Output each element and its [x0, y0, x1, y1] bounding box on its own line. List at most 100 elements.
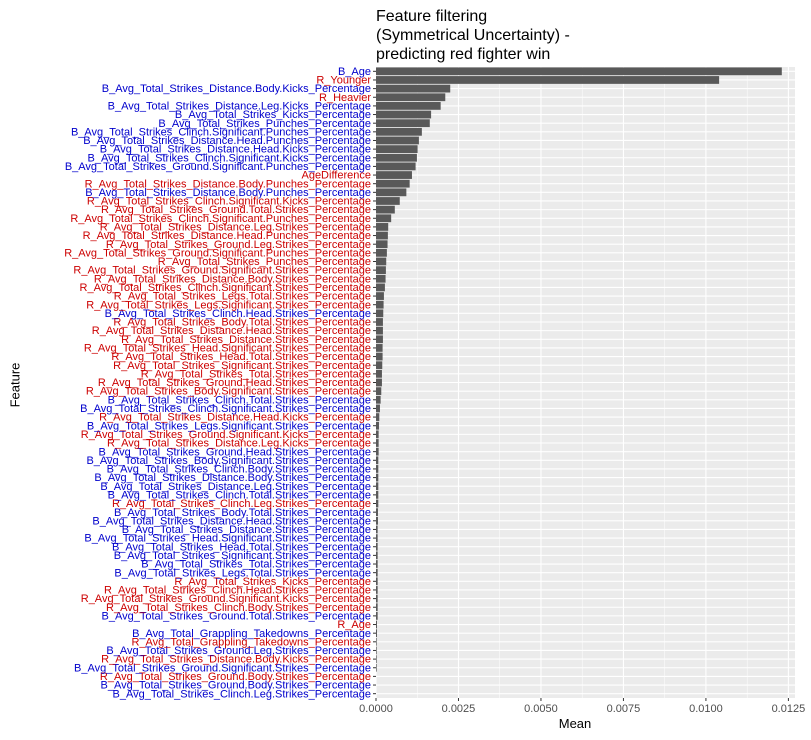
bar	[376, 361, 383, 370]
y-tick-label: R_Avg_Total_Grappling_Takedowns_Percenta…	[131, 636, 371, 648]
y-tick-label: R_Avg_Total_Strikes_Ground.Head.Strikes_…	[98, 377, 371, 389]
bar	[376, 447, 379, 456]
y-tick-label: B_Avg_Total_Strikes_Distance.Strikes_Per…	[122, 524, 371, 536]
y-tick-label: R_Avg_Total_Strikes_Punches_Percentage	[158, 256, 371, 268]
y-tick-label: R_Avg_Total_Strikes_Head.Total.Strikes_P…	[111, 351, 371, 363]
bar	[376, 413, 380, 421]
bar	[376, 171, 412, 179]
y-tick-label: R_Avg_Total_Strikes_Distance.Leg.Kicks_P…	[107, 438, 371, 450]
bar	[376, 214, 392, 223]
y-tick-label: B_Avg_Total_Strikes_Legs.Total.Strikes_P…	[114, 567, 371, 579]
y-tick-label: R_Avg_Total_Strikes_Clinch.Head.Strikes_…	[104, 585, 371, 597]
x-axis-label: Mean	[558, 716, 592, 731]
y-tick-label: R_Age	[337, 619, 371, 631]
y-tick-label: B_Avg_Total_Strikes_Body.Total.Strikes_P…	[114, 507, 371, 519]
bar	[376, 611, 378, 620]
bar	[376, 266, 386, 275]
bar	[376, 456, 379, 465]
bar	[376, 84, 451, 93]
y-tick-label: R_Avg_Total_Strikes_Distance.Strikes_Per…	[121, 334, 371, 346]
bar	[376, 508, 378, 517]
x-tick-label: 0.0000	[359, 703, 393, 715]
bar	[376, 335, 383, 344]
y-tick-label: R_Avg_Total_Strikes_Clinch.Significant.P…	[70, 213, 371, 225]
bar	[376, 629, 377, 638]
x-tick-label: 0.0075	[607, 703, 641, 715]
bar	[376, 318, 383, 326]
bar	[376, 257, 387, 266]
y-tick-label: B_Avg_Total_Strikes_Clinch.Head.Strikes_…	[105, 308, 371, 320]
y-tick-label: B_Avg_Total_Strikes_Kicks_Percentage	[175, 109, 371, 121]
bar	[376, 352, 383, 361]
bar	[376, 655, 377, 663]
y-tick-label: B_Avg_Total_Strikes_Ground.Significant.P…	[65, 161, 371, 173]
y-tick-label: B_Avg_Total_Strikes_Distance.Body.Punche…	[85, 187, 371, 199]
y-tick-label: R_Avg_Total_Strikes_Distance.Body.Kicks_…	[101, 654, 371, 666]
y-tick-label: B_Avg_Total_Strikes_Ground.Leg.Strikes_P…	[106, 645, 371, 657]
x-tick-label: 0.0050	[524, 703, 558, 715]
bar	[376, 153, 417, 162]
y-tick-label: R_Avg_Total_Strikes_Distance.Head.Punche…	[83, 230, 371, 242]
y-tick-label: R_Younger	[316, 75, 371, 87]
y-tick-label: B_Avg_Total_Strikes_Significant.Strikes_…	[114, 550, 371, 562]
y-tick-label: B_Avg_Total_Strikes_Distance.Body.Strike…	[94, 472, 371, 484]
bar	[376, 387, 382, 396]
y-tick-label: B_Avg_Total_Strikes_Clinch.Total.Strikes…	[108, 489, 371, 501]
bar	[376, 499, 379, 508]
chart-title-line-1: Feature filtering	[376, 8, 488, 25]
bar	[376, 205, 395, 214]
y-tick-label: B_Avg_Total_Strikes_Ground.Total.Strikes…	[102, 610, 371, 622]
y-tick-label: B_Avg_Total_Strikes_Legs.Significant.Str…	[87, 420, 371, 432]
x-tick-label: 0.0025	[442, 703, 476, 715]
y-tick-label: R_Avg_Total_Strikes_Clinch.Significant.S…	[80, 282, 371, 294]
y-tick-label: R_Heavier	[319, 92, 371, 104]
y-tick-label: B_Avg_Total_Strikes_Ground.Head.Strikes_…	[98, 446, 371, 458]
bar	[376, 162, 416, 171]
y-tick-label: R_Avg_Total_Strikes_Distance.Head.Strike…	[92, 325, 371, 337]
y-tick-label: B_Avg_Total_Strikes_Distance.Head.Kicks_…	[100, 144, 371, 156]
bar	[376, 542, 378, 551]
bar	[376, 67, 782, 76]
bar	[376, 136, 419, 145]
bar	[376, 568, 378, 577]
bar	[376, 430, 379, 439]
bar	[376, 534, 378, 542]
y-tick-label: R_Avg_Total_Strikes_Ground.Leg.Strikes_P…	[106, 239, 371, 251]
y-tick-label: R_Avg_Total_Strikes_Body.Total.Strikes_P…	[113, 317, 371, 329]
bar	[376, 223, 389, 231]
bar	[376, 344, 383, 352]
bar	[376, 188, 407, 197]
y-tick-label: R_Avg_Total_Strikes_Legs.Total.Strikes_P…	[114, 291, 371, 303]
bar	[376, 179, 410, 188]
x-tick-label: 0.0100	[689, 703, 723, 715]
y-tick-label: B_Avg_Total_Strikes_Distance.Head.Punche…	[83, 135, 371, 147]
bar	[376, 300, 384, 309]
y-tick-label: B_Avg_Total_Strikes_Clinch.Leg.Strikes_P…	[113, 688, 371, 700]
bar	[376, 378, 382, 387]
bar	[376, 560, 378, 568]
bar	[376, 93, 446, 102]
y-tick-label: B_Avg_Total_Strikes_Total.Strikes_Percen…	[141, 559, 371, 571]
bar	[376, 594, 378, 603]
bar	[376, 551, 378, 560]
y-tick-label: B_Avg_Total_Strikes_Head.Total.Strikes_P…	[112, 541, 371, 553]
bar	[376, 637, 377, 646]
bar	[376, 369, 382, 378]
bar	[376, 646, 377, 655]
bar	[376, 490, 379, 499]
bar	[376, 309, 384, 318]
bar	[376, 395, 381, 404]
y-tick-label: R_Avg_Total_Strikes_Distance.Head.Kicks_…	[99, 412, 371, 424]
y-tick-label: R_Avg_Total_Strikes_Kicks_Percentage	[174, 576, 371, 588]
chart-title-line-2: (Symmetrical Uncertainty) -	[376, 27, 570, 44]
bar	[376, 102, 441, 110]
bar	[376, 586, 378, 594]
bar	[376, 516, 378, 525]
bar	[376, 439, 379, 447]
y-tick-label: B_Avg_Total_Strikes_Clinch.Significant.P…	[71, 126, 371, 138]
bar	[376, 248, 387, 257]
bar	[376, 525, 378, 534]
y-tick-label: B_Avg_Total_Strikes_Head.Significant.Str…	[84, 533, 371, 545]
bar	[376, 292, 384, 300]
